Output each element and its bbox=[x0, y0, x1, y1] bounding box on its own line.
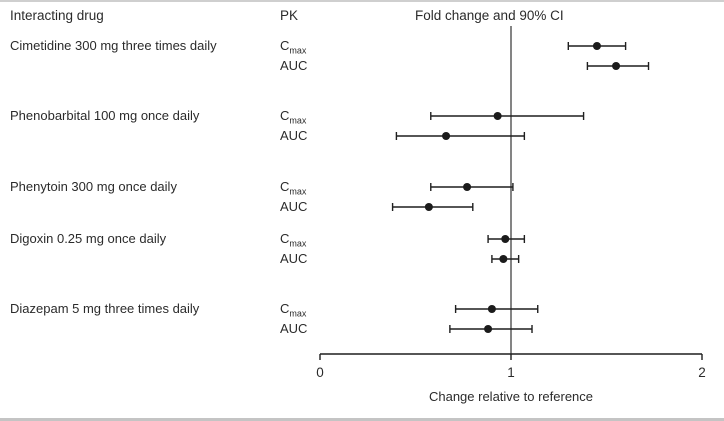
point-estimate-marker bbox=[501, 235, 510, 243]
point-estimate-marker bbox=[493, 112, 502, 120]
point-estimate-marker bbox=[484, 325, 493, 333]
drug-label: Diazepam 5 mg three times daily bbox=[10, 301, 200, 316]
drug-label: Cimetidine 300 mg three times daily bbox=[10, 38, 217, 53]
point-estimate-marker bbox=[487, 305, 496, 313]
pk-parameter-label: Cmax bbox=[280, 301, 307, 319]
pk-parameter-label: Cmax bbox=[280, 38, 307, 56]
x-axis-tick-label: 0 bbox=[316, 365, 324, 380]
pk-parameter-label: Cmax bbox=[280, 231, 307, 249]
point-estimate-marker bbox=[499, 255, 508, 263]
pk-parameter-label: AUC bbox=[280, 251, 308, 266]
point-estimate-marker bbox=[424, 203, 433, 211]
drug-label: Phenytoin 300 mg once daily bbox=[10, 179, 177, 194]
x-axis-tick-label: 2 bbox=[698, 365, 706, 380]
drug-label: Phenobarbital 100 mg once daily bbox=[10, 108, 200, 123]
point-estimate-marker bbox=[592, 42, 601, 50]
point-estimate-marker bbox=[442, 132, 451, 140]
pk-parameter-label: Cmax bbox=[280, 179, 307, 197]
x-axis-tick-label: 1 bbox=[507, 365, 515, 380]
column-header-pk: PK bbox=[280, 8, 299, 23]
pk-parameter-label: AUC bbox=[280, 128, 308, 143]
point-estimate-marker bbox=[612, 62, 621, 70]
drug-label: Digoxin 0.25 mg once daily bbox=[10, 231, 167, 246]
point-estimate-marker bbox=[463, 183, 472, 191]
x-axis-title: Change relative to reference bbox=[429, 389, 593, 404]
pk-parameter-label: Cmax bbox=[280, 108, 307, 126]
pk-parameter-label: AUC bbox=[280, 321, 308, 336]
column-header-fold-change: Fold change and 90% CI bbox=[415, 8, 564, 23]
pk-parameter-label: AUC bbox=[280, 199, 308, 214]
pk-parameter-label: AUC bbox=[280, 58, 308, 73]
column-header-interacting-drug: Interacting drug bbox=[10, 8, 104, 23]
